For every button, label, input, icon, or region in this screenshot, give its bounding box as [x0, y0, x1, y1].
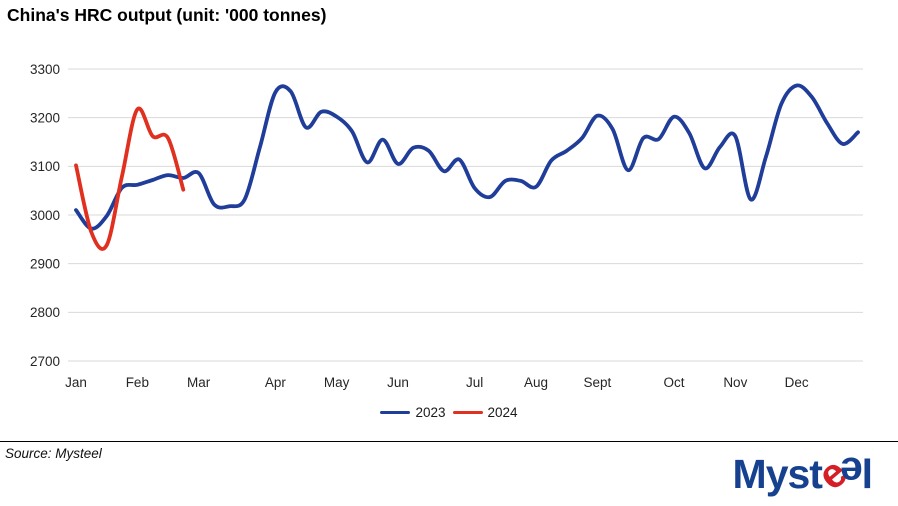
- legend-label-2023: 2023: [415, 405, 446, 420]
- y-tick-3100: 3100: [30, 159, 60, 174]
- legend-item-2023: 2023: [380, 405, 446, 420]
- x-tick-may: May: [324, 375, 350, 390]
- legend: 2023 2024: [0, 405, 898, 420]
- y-axis-labels: 2700 2800 2900 3000 3100 3200 3300: [30, 62, 60, 369]
- legend-line-sample-2023: [380, 410, 411, 415]
- gridlines: [68, 68, 863, 362]
- x-tick-dec: Dec: [785, 375, 809, 390]
- x-tick-feb: Feb: [126, 375, 149, 390]
- y-tick-3000: 3000: [30, 208, 60, 223]
- mysteel-logo: Mysteel: [732, 449, 873, 499]
- chart-title: China's HRC output (unit: '000 tonnes): [7, 5, 327, 25]
- x-tick-apr: Apr: [265, 375, 287, 390]
- y-tick-3300: 3300: [30, 62, 60, 77]
- logo-letter-e-blue: e: [840, 449, 863, 495]
- y-tick-2900: 2900: [30, 256, 60, 271]
- legend-label-2024: 2024: [487, 405, 518, 420]
- series-line-2023: [74, 83, 860, 231]
- source-note: Source: Mysteel: [5, 446, 102, 461]
- y-tick-3200: 3200: [30, 110, 60, 125]
- x-tick-nov: Nov: [723, 375, 747, 390]
- legend-line-sample-2024: [452, 410, 483, 415]
- series-line-2024: [74, 106, 186, 251]
- x-tick-jun: Jun: [387, 375, 409, 390]
- y-tick-2800: 2800: [30, 305, 60, 320]
- chart-canvas: 2700 2800 2900 3000 3100 3200 3300 Jan Feb Mar Ap…: [30, 62, 863, 390]
- x-tick-oct: Oct: [663, 375, 684, 390]
- y-tick-2700: 2700: [30, 354, 60, 369]
- logo-letter-l: l: [861, 451, 873, 497]
- footer-divider: [0, 441, 898, 442]
- x-tick-aug: Aug: [524, 375, 548, 390]
- logo-text-myst: Myst: [732, 451, 823, 497]
- x-tick-mar: Mar: [187, 375, 211, 390]
- x-tick-jul: Jul: [466, 375, 483, 390]
- x-tick-jan: Jan: [65, 375, 87, 390]
- series-lines: [74, 83, 860, 251]
- x-tick-sept: Sept: [583, 375, 611, 390]
- x-axis-labels: Jan Feb Mar Apr May Jun Jul Aug Sept Oct Nov Dec: [65, 375, 809, 390]
- legend-item-2024: 2024: [452, 405, 518, 420]
